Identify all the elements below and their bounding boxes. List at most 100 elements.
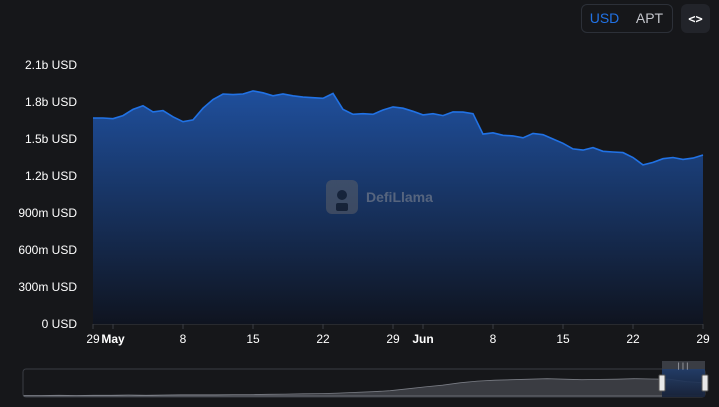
data-point[interactable] [581,148,585,152]
x-axis: 29 May 8 15 22 29 Jun 8 15 22 29 [86,323,710,346]
range-selection-window[interactable] [662,369,705,397]
data-point[interactable] [101,116,105,120]
data-point[interactable] [351,112,355,116]
y-tick-label: 0 USD [42,317,78,331]
x-tick-label: 8 [490,332,497,346]
data-point[interactable] [641,163,645,167]
data-point[interactable] [521,136,525,140]
data-point[interactable] [321,96,325,100]
data-point[interactable] [251,89,255,93]
y-tick-label: 1.5b USD [25,132,77,146]
data-point[interactable] [301,95,305,99]
llama-logo-icon [326,180,358,214]
data-point[interactable] [241,92,245,96]
currency-toggle: USD APT [581,4,673,33]
y-tick-label: 1.8b USD [25,95,77,109]
x-tick-label: 15 [246,332,260,346]
x-tick-label: 29 [386,332,400,346]
data-point[interactable] [621,151,625,155]
data-point[interactable] [401,106,405,110]
data-point[interactable] [141,104,145,108]
data-point[interactable] [411,109,415,113]
data-point[interactable] [531,131,535,135]
data-point[interactable] [631,156,635,160]
data-point[interactable] [601,149,605,153]
data-point[interactable] [661,157,665,161]
data-point[interactable] [461,110,465,114]
y-tick-label: 300m USD [18,280,77,294]
data-point[interactable] [201,106,205,110]
data-point[interactable] [331,91,335,95]
watermark: DefiLlama [326,180,433,214]
x-tick-label: 29 [86,332,100,346]
data-point[interactable] [371,112,375,116]
data-point[interactable] [361,112,365,116]
x-tick-label: 15 [556,332,570,346]
y-tick-label: 900m USD [18,206,77,220]
data-point[interactable] [481,132,485,136]
data-point[interactable] [681,157,685,161]
range-selection-bar[interactable] [662,361,705,369]
range-handle-right[interactable] [701,374,709,392]
watermark-text: DefiLlama [366,189,433,205]
currency-option-usd[interactable]: USD [589,10,620,26]
data-point[interactable] [391,105,395,109]
range-overview-area [23,378,705,397]
code-brackets-icon: <> [688,11,703,26]
y-tick-label: 600m USD [18,243,77,257]
data-point[interactable] [651,160,655,164]
data-point[interactable] [571,147,575,151]
data-point[interactable] [491,131,495,135]
data-point[interactable] [231,93,235,97]
data-point[interactable] [261,91,265,95]
data-point[interactable] [451,110,455,114]
data-point[interactable] [311,96,315,100]
x-tick-label: 22 [626,332,640,346]
data-point[interactable] [161,109,165,113]
embed-code-button[interactable]: <> [681,4,710,33]
series-area-fill [93,90,703,325]
data-point[interactable] [91,116,95,120]
x-tick-label: 8 [180,332,187,346]
range-selector[interactable]: ||| [22,361,709,398]
x-tick-label: Jun [412,332,433,346]
data-point[interactable] [381,108,385,112]
data-point[interactable] [671,156,675,160]
data-point[interactable] [431,112,435,116]
data-point[interactable] [171,115,175,119]
data-point[interactable] [341,107,345,111]
data-point[interactable] [131,107,135,111]
data-point[interactable] [291,94,295,98]
currency-option-apt[interactable]: APT [635,10,664,26]
data-point[interactable] [151,110,155,114]
x-tick-label: 22 [316,332,330,346]
data-point[interactable] [561,141,565,145]
data-point[interactable] [551,137,555,141]
data-point[interactable] [421,113,425,117]
data-point[interactable] [501,133,505,137]
data-point[interactable] [121,114,125,118]
data-point[interactable] [541,133,545,137]
data-point[interactable] [441,114,445,118]
data-point[interactable] [181,120,185,124]
data-point[interactable] [471,112,475,116]
data-point[interactable] [281,92,285,96]
range-handle-left[interactable] [658,374,666,392]
drag-handle-icon[interactable]: ||| [677,362,690,370]
data-point[interactable] [221,92,225,96]
y-axis: 0 USD 300m USD 600m USD 900m USD 1.2b USD 1.5… [18,58,77,331]
data-point[interactable] [591,146,595,150]
data-point[interactable] [211,98,215,102]
y-tick-label: 2.1b USD [25,58,77,72]
data-point[interactable] [611,150,615,154]
data-point[interactable] [691,156,695,160]
y-tick-label: 1.2b USD [25,169,77,183]
data-point[interactable] [271,94,275,98]
series-line [93,90,704,166]
data-point[interactable] [701,153,705,157]
data-point[interactable] [511,134,515,138]
data-point[interactable] [191,118,195,122]
data-point[interactable] [111,117,115,121]
x-tick-label: 29 [696,332,710,346]
